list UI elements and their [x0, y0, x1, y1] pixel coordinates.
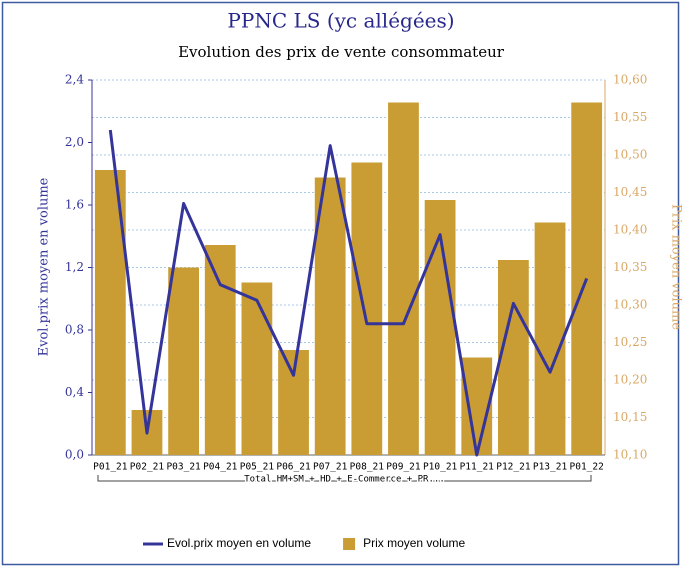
y2-tick-label: 10,35 [613, 260, 647, 274]
x-tick-label: P05_21 [240, 462, 275, 473]
y2-tick-label: 10,55 [613, 110, 647, 124]
y-tick-label: 2,4 [65, 73, 84, 87]
bar [498, 260, 529, 455]
x-tick-label: P04_21 [203, 462, 238, 473]
y2-tick-label: 10,20 [613, 373, 647, 387]
x-tick-label: P08_21 [350, 462, 385, 473]
y2-axis-label: Prix moyen volume [669, 204, 682, 330]
legend-label: Prix moyen volume [363, 536, 465, 550]
x-tick-label: P01_22 [570, 462, 604, 473]
chart-title: PPNC LS (yc allégées) [227, 9, 454, 33]
bar [351, 162, 383, 455]
y2-tick-label: 10,45 [613, 185, 647, 199]
legend-label: Evol.prix moyen en volume [167, 536, 311, 550]
x-tick-label: P13_21 [533, 462, 568, 473]
group-bracket [97, 475, 592, 482]
x-tick-label: P03_21 [166, 462, 201, 473]
bar [534, 222, 566, 455]
x-tick-label: P11_21 [460, 462, 495, 473]
y-tick-label: 1,2 [65, 260, 84, 274]
y2-tick-label: 10,25 [613, 335, 647, 349]
x-tick-label: P07_21 [313, 462, 348, 473]
bar [241, 282, 273, 455]
y2-tick-label: 10,40 [613, 223, 647, 237]
y2-tick-label: 10,15 [613, 410, 647, 424]
y-tick-label: 1,6 [65, 198, 84, 212]
y-axis-label: Evol.prix moyen en volume [37, 177, 52, 356]
x-tick-label: P02_21 [130, 462, 165, 473]
x-tick-label: P10_21 [423, 462, 458, 473]
group-label: Total HM+SM + HD + E-Commerce + PR... [244, 475, 444, 485]
legend-swatch [343, 538, 356, 550]
line [108, 129, 589, 457]
bar [278, 350, 309, 455]
bar [168, 267, 199, 455]
bar [204, 245, 236, 455]
y-tick-label: 2,0 [65, 135, 84, 149]
y2-tick-label: 10,10 [613, 448, 647, 462]
y-tick-label: 0,8 [65, 323, 84, 337]
x-tick-label: P01_21 [93, 462, 128, 473]
x-tick-label: P06_21 [276, 462, 311, 473]
y-tick-label: 0,0 [65, 448, 84, 462]
bar [314, 177, 346, 455]
x-tick-label: P12_21 [496, 462, 531, 473]
y2-tick-label: 10,60 [613, 73, 647, 87]
chart-subtitle: Evolution des prix de vente consommateur [178, 43, 505, 61]
y-tick-label: 0,4 [65, 385, 84, 399]
bar [388, 102, 419, 455]
y2-tick-label: 10,30 [613, 298, 647, 312]
y2-tick-label: 10,50 [613, 148, 647, 162]
x-tick-label: P09_21 [386, 462, 421, 473]
